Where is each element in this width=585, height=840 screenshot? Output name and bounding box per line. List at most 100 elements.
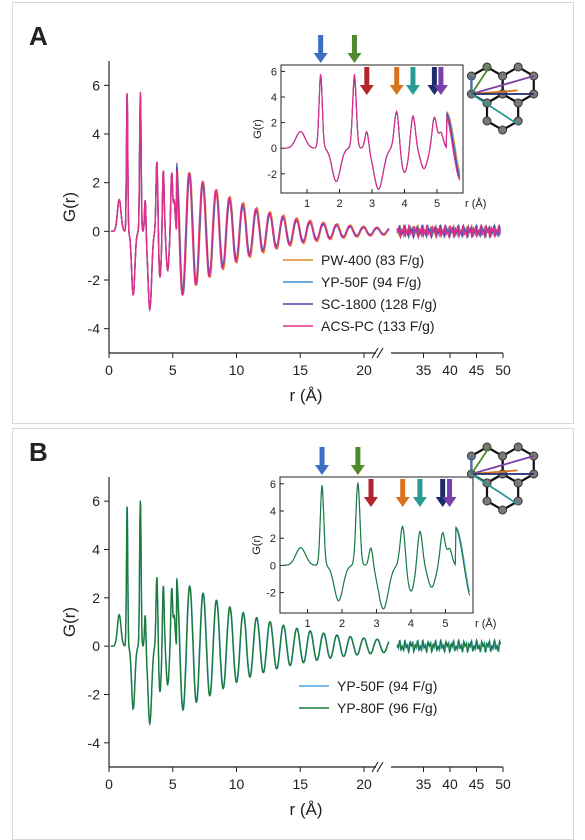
inset-x-tick-label: 1 — [305, 618, 311, 630]
bond-vector — [470, 64, 492, 95]
axis-break-mark — [376, 761, 384, 773]
y-tick-label: 0 — [92, 638, 100, 654]
inset-x-tick-label: 4 — [408, 618, 414, 630]
y-tick-label: 2 — [92, 175, 100, 191]
inset-x-tick-label: 5 — [434, 198, 440, 210]
axis-break-mark — [371, 761, 379, 773]
inset-y-tick-label: 2 — [271, 118, 277, 130]
peak-arrow-head — [315, 465, 330, 475]
x-tick-label: 40 — [442, 776, 458, 792]
bond-vector — [470, 444, 492, 475]
carbon-atom — [513, 98, 523, 108]
x-tick-label: 0 — [105, 362, 113, 378]
x-tick-label: 10 — [229, 362, 245, 378]
x-axis-label: r (Å) — [289, 800, 322, 819]
panel-label: B — [29, 437, 48, 467]
inset-y-label: G(r) — [252, 119, 264, 139]
inset-series-line-1 — [283, 482, 471, 610]
inset-series-line-3 — [284, 73, 461, 190]
inset-y-label: G(r) — [251, 535, 263, 555]
x-tick-label: 35 — [416, 776, 432, 792]
peak-arrow-head — [442, 497, 457, 507]
carbon-atom — [513, 62, 523, 72]
x-tick-label: 10 — [229, 776, 245, 792]
carbon-atom — [482, 496, 492, 506]
carbon-atom — [498, 125, 508, 135]
carbon-atom — [498, 451, 508, 461]
x-tick-label: 50 — [495, 776, 511, 792]
x-tick-label: 15 — [292, 776, 308, 792]
inset-y-tick-label: -2 — [267, 169, 277, 181]
inset-y-tick-label: 4 — [271, 92, 277, 104]
inset-y-tick-label: 0 — [270, 560, 276, 572]
inset-y-tick-label: -2 — [266, 588, 276, 600]
y-axis-label: G(r) — [60, 192, 79, 222]
legend-label: YP-50F (94 F/g) — [321, 274, 421, 290]
inset-x-tick-label: 1 — [304, 198, 310, 210]
series-line-1 — [110, 500, 390, 727]
x-tick-label: 20 — [356, 362, 372, 378]
axis-break-mark — [376, 347, 384, 359]
peak-arrow-head — [363, 497, 378, 507]
carbon-atom — [498, 505, 508, 515]
inset-y-tick-label: 4 — [270, 506, 276, 518]
series-line-tail-1 — [396, 637, 501, 655]
x-tick-label: 35 — [416, 362, 432, 378]
carbon-atom — [482, 116, 492, 126]
peak-arrow-head — [350, 465, 365, 475]
inset-x-tick-label: 2 — [339, 618, 345, 630]
peak-arrow-head — [313, 53, 328, 63]
axis-break-mark — [371, 347, 379, 359]
carbon-atom — [513, 478, 523, 488]
y-tick-label: 0 — [92, 223, 100, 239]
y-tick-label: 2 — [92, 590, 100, 606]
peak-arrow-head — [359, 85, 374, 95]
y-tick-label: -2 — [88, 272, 101, 288]
bond-vector — [470, 93, 519, 126]
peak-arrow-head — [412, 497, 427, 507]
legend-label: ACS-PC (133 F/g) — [321, 318, 435, 334]
hexagon-ring — [485, 472, 520, 512]
legend-label: YP-50F (94 F/g) — [337, 678, 437, 694]
x-tick-label: 50 — [495, 362, 511, 378]
y-axis-label: G(r) — [60, 607, 79, 637]
x-tick-label: 5 — [169, 362, 177, 378]
x-tick-label: 0 — [105, 776, 113, 792]
carbon-atom — [513, 442, 523, 452]
legend-label: SC-1800 (128 F/g) — [321, 296, 437, 312]
panel-a: A -4 -2 0 2 4 6 0 5 10 15 20 35 40 45 50 r (Å) G(r) PW-400… — [12, 2, 574, 424]
peak-arrow-head — [389, 85, 404, 95]
inset-y-tick-label: 6 — [271, 66, 277, 78]
x-tick-label: 5 — [169, 776, 177, 792]
x-tick-label: 40 — [442, 362, 458, 378]
inset-x-tick-label: 2 — [336, 198, 342, 210]
peak-arrow-head — [395, 497, 410, 507]
y-tick-label: -4 — [88, 321, 101, 337]
series-line-3 — [110, 91, 390, 312]
series-line-tail-3 — [396, 223, 501, 240]
y-tick-label: -2 — [88, 687, 101, 703]
panel-label: A — [29, 21, 48, 51]
hexagon-ring — [485, 92, 520, 132]
y-tick-label: 4 — [92, 126, 100, 142]
legend-label: YP-80F (96 F/g) — [337, 700, 437, 716]
inset-y-tick-label: 2 — [270, 533, 276, 545]
inset-y-tick-label: 6 — [270, 479, 276, 491]
inset-x-tick-label: 5 — [442, 618, 448, 630]
inset-x-tick-label: 3 — [369, 198, 375, 210]
x-tick-label: 45 — [469, 776, 485, 792]
x-tick-label: 15 — [292, 362, 308, 378]
peak-arrow-head — [347, 53, 362, 63]
inset-x-tick-label: 4 — [401, 198, 407, 210]
y-tick-label: 4 — [92, 542, 100, 558]
y-tick-label: 6 — [92, 493, 100, 509]
inset-x-tick-label: 3 — [373, 618, 379, 630]
bond-vector — [471, 455, 535, 475]
x-tick-label: 45 — [469, 362, 485, 378]
bond-vector — [471, 75, 535, 95]
x-tick-label: 20 — [356, 776, 372, 792]
x-axis-label: r (Å) — [289, 386, 322, 405]
inset-y-tick-label: 0 — [271, 143, 277, 155]
